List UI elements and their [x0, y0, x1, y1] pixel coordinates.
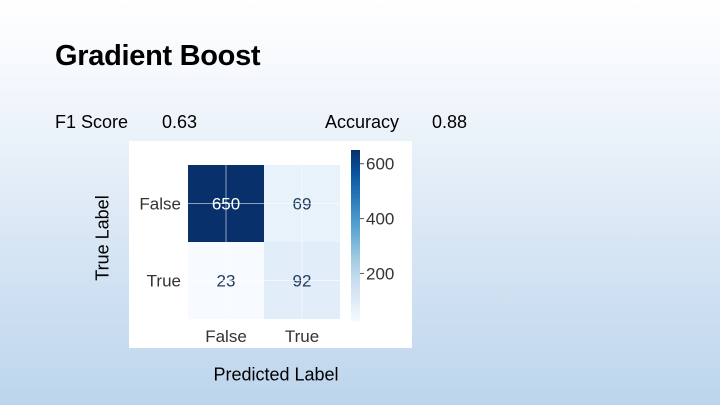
y-tick-label: False — [139, 195, 181, 214]
colorbar-tick-label: 400 — [366, 210, 394, 229]
accuracy-label: Accuracy — [325, 112, 400, 132]
x-axis-label: Predicted Label — [213, 364, 339, 385]
f1-score-value: 0.63 — [162, 112, 198, 132]
accuracy-value: 0.88 — [432, 112, 468, 132]
slide-title: Gradient Boost — [55, 40, 261, 72]
x-tick-label: False — [205, 327, 247, 346]
colorbar — [351, 150, 360, 322]
confusion-matrix-svg: 650692392FalseTrueFalseTrue600400200 — [139, 150, 394, 346]
colorbar-tick-label: 600 — [366, 155, 394, 174]
y-axis-label: True Label — [92, 195, 113, 281]
x-tick-label: True — [285, 327, 319, 346]
y-tick-label: True — [147, 272, 181, 291]
colorbar-tick-label: 200 — [366, 264, 394, 283]
f1-score-label: F1 Score — [55, 112, 129, 132]
confusion-matrix-chart: 650692392FalseTrueFalseTrue600400200 — [129, 141, 412, 348]
